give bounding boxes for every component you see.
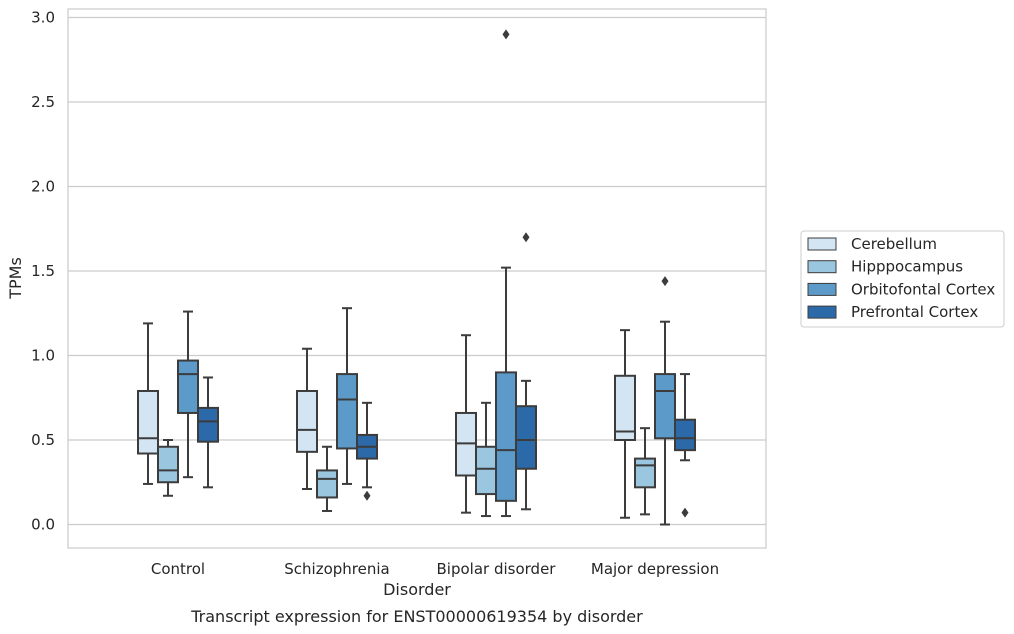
box-prefrontal-cortex — [197, 376, 219, 489]
box-iqr — [197, 406, 219, 443]
box-iqr — [674, 418, 696, 452]
outlier-point — [363, 490, 371, 501]
box-hipppocampus — [157, 439, 179, 497]
legend-label: Orbitofontal Cortex — [851, 280, 995, 298]
box-prefrontal-cortex — [515, 232, 537, 511]
legend-label: Cerebellum — [851, 235, 937, 253]
x-tick-label: Schizophrenia — [284, 560, 389, 578]
y-tick-label: 3.0 — [31, 9, 55, 27]
box-series — [137, 29, 696, 526]
legend-swatch — [807, 305, 837, 319]
y-tick-labels: 0.0 0.5 1.0 1.5 2.0 2.5 3.0 — [31, 9, 55, 534]
legend-swatch — [807, 237, 837, 251]
x-tick-label: Major depression — [591, 560, 719, 578]
box-iqr — [634, 457, 656, 489]
y-axis-title: TPMs — [6, 257, 25, 300]
legend-label: Hipppocampus — [851, 258, 963, 276]
legend-swatch — [807, 260, 837, 274]
plot-frame — [67, 8, 767, 549]
box-iqr — [515, 405, 537, 470]
x-tick-label: Control — [151, 560, 205, 578]
box-iqr — [654, 373, 676, 440]
y-grid — [68, 16, 766, 526]
box-iqr — [316, 469, 338, 499]
box-hipppocampus — [316, 445, 338, 512]
box-orbitofontal-cortex — [336, 307, 358, 485]
y-tick-label: 0.0 — [31, 516, 55, 534]
box-orbitofontal-cortex — [177, 310, 199, 479]
outlier-point — [661, 276, 669, 287]
box-iqr — [495, 371, 517, 502]
y-tick-label: 1.0 — [31, 347, 55, 365]
box-cerebellum — [614, 329, 636, 519]
box-iqr — [296, 389, 318, 453]
box-prefrontal-cortex — [674, 373, 696, 518]
legend-label: Prefrontal Cortex — [851, 303, 978, 321]
outlier-point — [502, 29, 510, 40]
chart-caption: Transcript expression for ENST0000061935… — [190, 607, 643, 626]
box-iqr — [614, 374, 636, 441]
box-iqr — [177, 359, 199, 414]
y-tick-label: 1.5 — [31, 262, 55, 280]
box-iqr — [137, 389, 159, 455]
outlier-point — [681, 507, 689, 518]
legend-frame — [800, 230, 1005, 328]
box-cerebellum — [137, 322, 159, 485]
y-tick-label: 2.5 — [31, 93, 55, 111]
box-iqr — [157, 445, 179, 484]
x-tick-label: Bipolar disorder — [437, 560, 557, 578]
box-cerebellum — [455, 334, 477, 514]
box-iqr — [475, 445, 497, 496]
box-cerebellum — [296, 347, 318, 491]
box-hipppocampus — [634, 427, 656, 516]
y-tick-label: 0.5 — [31, 431, 55, 449]
legend: Cerebellum Hipppocampus Orbitofontal Corte… — [800, 230, 1005, 328]
box-orbitofontal-cortex — [654, 276, 676, 526]
box-iqr — [336, 373, 358, 450]
y-tick-label: 2.0 — [31, 178, 55, 196]
outlier-point — [522, 232, 530, 243]
legend-swatch — [807, 282, 837, 296]
box-prefrontal-cortex — [356, 401, 378, 501]
x-axis-title: Disorder — [383, 580, 451, 599]
x-tick-labels: Control Schizophrenia Bipolar disorder Majo… — [151, 560, 719, 578]
